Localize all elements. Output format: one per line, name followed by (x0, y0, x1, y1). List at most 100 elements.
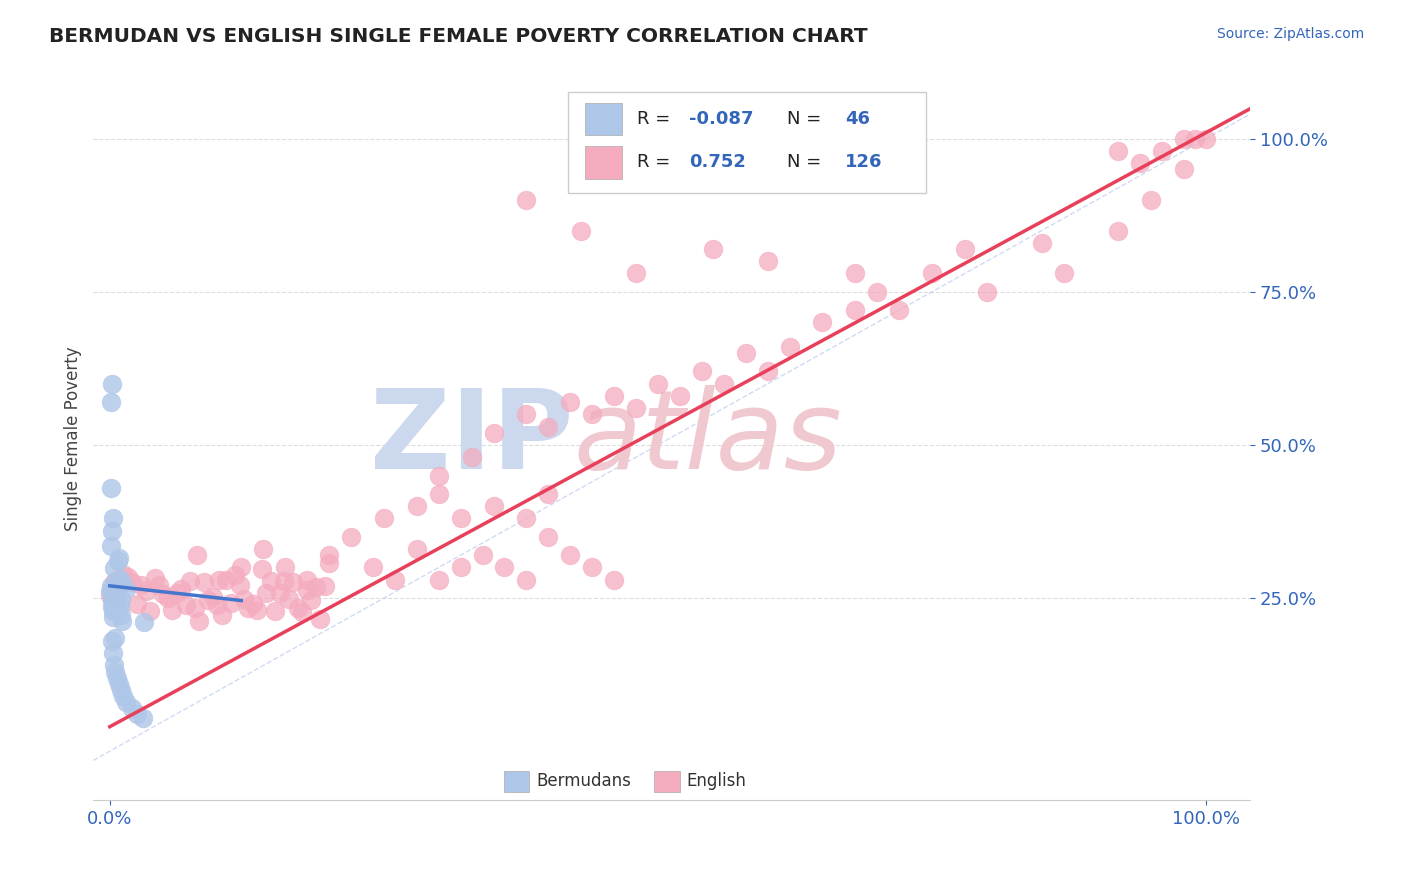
Text: R =: R = (637, 153, 671, 171)
Point (318, 548, 340, 562)
Point (287, 601, 309, 615)
Point (314, 579, 336, 593)
Point (246, 603, 269, 617)
Point (304, 580, 326, 594)
Point (104, 665, 127, 679)
Text: Bermudans: Bermudans (536, 772, 631, 790)
Point (273, 574, 295, 588)
Point (471, 548, 494, 562)
Y-axis label: Single Female Poverty: Single Female Poverty (65, 346, 82, 531)
Point (269, 586, 291, 600)
Point (515, 193, 537, 207)
Text: N =: N = (787, 153, 821, 171)
Point (560, 395, 582, 409)
Point (373, 511, 395, 525)
FancyBboxPatch shape (568, 92, 927, 193)
Point (274, 560, 297, 574)
Text: 126: 126 (845, 153, 883, 171)
Point (179, 574, 201, 588)
Point (121, 701, 143, 715)
Point (101, 610, 124, 624)
Point (713, 376, 735, 391)
Point (299, 592, 322, 607)
Point (515, 407, 537, 421)
Point (174, 598, 197, 612)
Point (250, 562, 273, 576)
Point (101, 376, 124, 391)
Point (107, 577, 129, 591)
Point (101, 524, 124, 538)
Point (107, 551, 129, 566)
Point (537, 487, 560, 501)
Point (166, 585, 188, 599)
Point (107, 677, 129, 691)
Point (186, 548, 208, 562)
Point (100, 594, 122, 608)
Point (482, 425, 505, 440)
Point (135, 584, 157, 599)
Point (277, 592, 299, 607)
Point (110, 574, 132, 588)
Point (1152, 144, 1174, 158)
Point (734, 346, 756, 360)
Point (427, 573, 450, 587)
Point (115, 582, 138, 596)
Point (110, 683, 132, 698)
Point (188, 614, 211, 628)
Point (101, 600, 124, 615)
Point (104, 601, 127, 615)
Point (193, 575, 215, 590)
Point (976, 285, 998, 299)
Point (405, 499, 427, 513)
Point (450, 560, 472, 574)
Point (104, 631, 127, 645)
Point (100, 481, 122, 495)
Point (494, 560, 516, 574)
Point (756, 254, 779, 268)
Point (1129, 156, 1152, 170)
Point (148, 578, 170, 592)
Point (560, 548, 582, 562)
Point (205, 599, 228, 613)
Point (756, 364, 779, 378)
Point (450, 511, 472, 525)
Point (152, 587, 174, 601)
Point (309, 612, 332, 626)
Point (101, 590, 124, 604)
Point (105, 601, 128, 615)
Point (603, 389, 626, 403)
Point (139, 604, 162, 618)
Point (107, 554, 129, 568)
Point (690, 364, 713, 378)
Point (340, 530, 363, 544)
Point (1195, 131, 1218, 145)
Point (184, 601, 207, 615)
Point (1052, 267, 1074, 281)
Point (110, 607, 132, 622)
Point (117, 570, 139, 584)
Point (1107, 144, 1129, 158)
Point (101, 511, 124, 525)
Point (101, 634, 124, 648)
Point (844, 267, 866, 281)
Point (228, 578, 250, 592)
Point (260, 574, 283, 588)
Point (211, 607, 233, 622)
Point (110, 615, 132, 629)
Point (115, 695, 138, 709)
Point (105, 582, 128, 597)
Bar (654, 772, 679, 791)
Text: 46: 46 (845, 110, 870, 128)
Point (112, 566, 135, 581)
Point (215, 573, 238, 587)
Point (110, 573, 132, 587)
Point (208, 573, 231, 587)
Point (134, 615, 156, 629)
Point (1173, 162, 1195, 177)
Point (103, 658, 125, 673)
Point (201, 590, 224, 604)
Point (264, 603, 287, 617)
Point (242, 597, 264, 611)
Point (669, 389, 692, 403)
Text: R =: R = (637, 110, 671, 128)
